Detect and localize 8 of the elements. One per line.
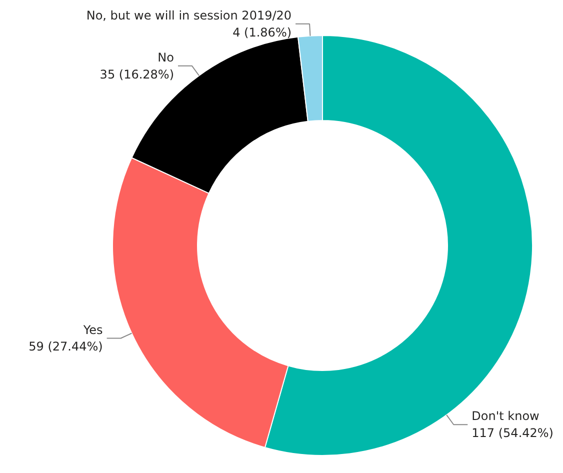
slice-label: Don't know <box>472 409 540 424</box>
data-label: 117 (54.42%) <box>472 426 554 440</box>
data-label: 59 (27.44%) <box>28 340 103 354</box>
slice-label: No, but we will in session 2019/20 <box>86 8 292 22</box>
data-label: 35 (16.28%) <box>100 67 174 82</box>
data-label: 4 (1.86%) <box>232 25 292 40</box>
slice-label: Yes <box>82 322 103 337</box>
slice-label: No <box>158 50 174 64</box>
